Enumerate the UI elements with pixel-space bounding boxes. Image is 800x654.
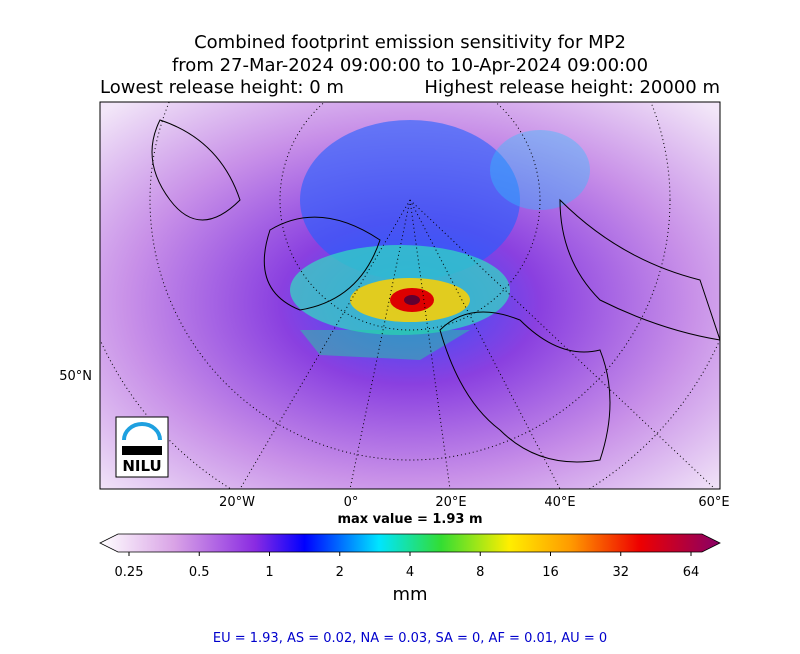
lon-label: 0° — [344, 495, 359, 510]
graticule — [409, 199, 451, 489]
lowest-release: Lowest release height: 0 m — [100, 77, 344, 98]
max-value: max value = 1.93 m — [337, 512, 482, 527]
colorbar-tick-label: 0.5 — [189, 565, 210, 580]
colorbar-tick-label: 0.25 — [115, 565, 144, 580]
colorbar-label: mm — [392, 584, 427, 605]
colorbar-tick-label: 64 — [683, 565, 700, 580]
highest-release: Highest release height: 20000 m — [424, 77, 720, 98]
logo-skyline — [122, 446, 162, 455]
colorbar-tick-label: 2 — [336, 565, 344, 580]
coastline — [439, 311, 611, 463]
coastline — [559, 198, 720, 341]
logo: NILU — [115, 416, 169, 478]
colorbar — [99, 533, 721, 553]
colorbar-tick-label: 1 — [265, 565, 273, 580]
lon-label: 20°E — [435, 495, 466, 510]
colorbar-tick-label: 8 — [476, 565, 484, 580]
plume — [300, 330, 470, 360]
colorbar-tick-label: 16 — [542, 565, 559, 580]
lon-label: 40°E — [544, 495, 575, 510]
map-frame — [99, 101, 721, 490]
coastline — [151, 119, 241, 221]
title-line: Combined footprint emission sensitivity … — [194, 32, 626, 53]
region-summary: EU = 1.93, AS = 0.02, NA = 0.03, SA = 0,… — [213, 631, 607, 646]
colorbar-ticks: 0.25 0.5 1 2 4 8 16 32 64 — [115, 552, 700, 580]
plume — [490, 130, 590, 210]
plume-core — [404, 295, 420, 305]
lon-label: 60°E — [698, 495, 729, 510]
lon-label: 20°W — [219, 495, 255, 510]
lat-label: 50°N — [59, 369, 92, 384]
logo-text: NILU — [122, 457, 161, 475]
graticule — [149, 102, 671, 461]
title-line: from 27-Mar-2024 09:00:00 to 10-Apr-2024… — [172, 55, 648, 76]
coastline — [263, 216, 381, 311]
colorbar-tick-label: 4 — [406, 565, 414, 580]
colorbar-tick-label: 32 — [612, 565, 629, 580]
map-field — [100, 102, 720, 489]
graticule — [279, 102, 541, 331]
logo-arc — [122, 422, 162, 441]
